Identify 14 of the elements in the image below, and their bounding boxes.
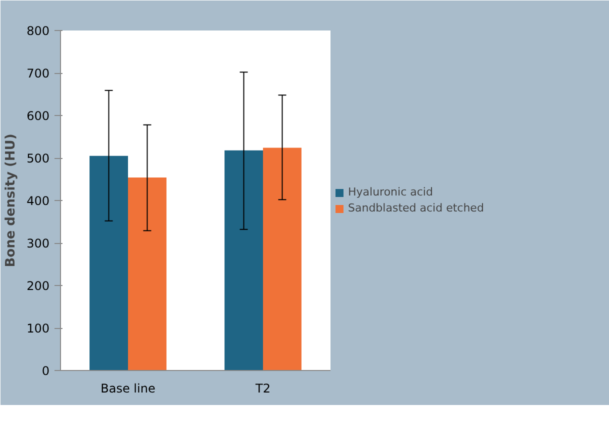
- legend-label: Hyaluronic acid: [348, 186, 433, 198]
- y-tick-label: 0: [42, 364, 50, 378]
- y-tick-label: 600: [26, 109, 50, 123]
- y-tick-label: 800: [26, 24, 50, 38]
- y-tick-label: 700: [26, 66, 50, 80]
- y-tick-label: 300: [26, 236, 50, 250]
- x-tick-label: Base line: [100, 382, 156, 396]
- y-tick-label: 400: [26, 194, 50, 208]
- y-tick-label: 200: [26, 279, 50, 293]
- legend-label: Sandblasted acid etched: [348, 202, 484, 214]
- y-axis-title: Bone density (HU): [4, 134, 19, 268]
- y-tick-label: 500: [26, 152, 50, 166]
- y-tick-label: 100: [26, 322, 50, 336]
- x-tick-label: T2: [254, 382, 270, 396]
